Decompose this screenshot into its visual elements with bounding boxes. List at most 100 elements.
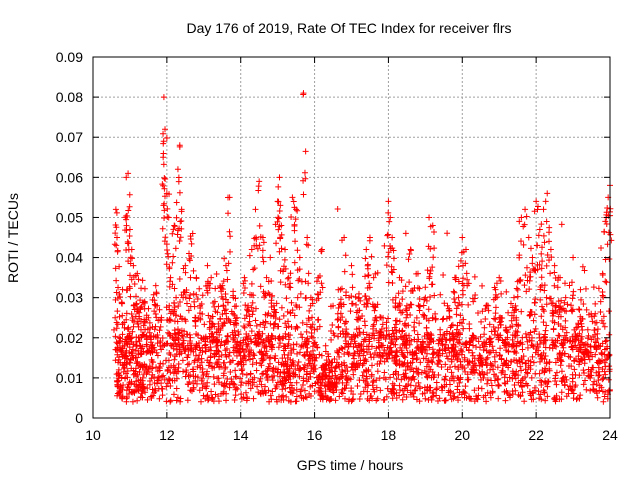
data-point	[287, 398, 294, 405]
data-point	[124, 367, 131, 374]
data-point-cluster	[154, 302, 161, 309]
data-point-cluster	[158, 317, 165, 324]
data-point	[181, 328, 188, 335]
data-point	[145, 365, 152, 372]
data-point	[341, 351, 348, 358]
data-point	[373, 327, 380, 334]
data-point-cluster	[536, 261, 543, 268]
data-point-peak	[208, 274, 215, 281]
data-point-cluster	[537, 283, 544, 290]
data-point-cluster	[591, 327, 598, 334]
y-tick-label: 0.01	[56, 370, 83, 386]
data-point-cluster	[302, 148, 309, 155]
data-point-cluster	[284, 308, 291, 315]
data-point	[575, 306, 582, 313]
data-point	[232, 367, 239, 374]
data-point	[377, 354, 384, 361]
data-point-cluster	[498, 315, 505, 322]
data-point	[231, 303, 238, 310]
data-point	[522, 360, 529, 367]
data-point	[278, 304, 285, 311]
data-point	[277, 279, 284, 286]
data-point	[218, 381, 225, 388]
data-point	[118, 348, 125, 355]
data-point	[331, 382, 338, 389]
data-point-cluster	[130, 354, 137, 361]
data-point	[186, 331, 193, 338]
data-point-cluster	[561, 299, 568, 306]
data-point	[448, 375, 455, 382]
data-point-cluster	[169, 259, 176, 266]
data-point	[506, 374, 513, 381]
data-point	[520, 353, 527, 360]
x-tick-label: 18	[381, 427, 397, 443]
data-point	[425, 306, 432, 313]
data-point	[525, 357, 532, 364]
data-point	[203, 393, 210, 400]
data-point-peak	[156, 306, 163, 313]
data-point-cluster	[327, 303, 334, 310]
data-point	[264, 367, 271, 374]
data-point	[569, 346, 576, 353]
data-point	[402, 283, 409, 290]
data-point-cluster	[476, 355, 483, 362]
data-point	[427, 294, 434, 301]
data-point	[233, 352, 240, 359]
data-point	[364, 388, 371, 395]
data-point	[417, 359, 424, 366]
data-point-cluster	[164, 205, 171, 212]
data-point-peak	[204, 262, 211, 269]
data-point	[168, 362, 175, 369]
data-point-cluster	[328, 327, 335, 334]
data-point	[196, 285, 203, 292]
data-point-cluster	[163, 241, 170, 248]
data-point-peak	[437, 326, 444, 333]
data-point-cluster	[471, 362, 478, 369]
data-point	[339, 379, 346, 386]
data-point	[578, 339, 585, 346]
data-point	[305, 376, 312, 383]
data-point	[341, 359, 348, 366]
data-point	[370, 354, 377, 361]
data-point-cluster	[328, 336, 335, 343]
data-point	[280, 312, 287, 319]
data-point	[421, 367, 428, 374]
data-point	[592, 300, 599, 307]
data-point	[294, 362, 301, 369]
data-point	[543, 294, 550, 301]
data-point-cluster	[465, 301, 472, 308]
y-tick-label: 0	[75, 410, 83, 426]
data-point	[133, 387, 140, 394]
data-point	[541, 287, 548, 294]
data-point-cluster	[223, 267, 230, 274]
data-point	[187, 340, 194, 347]
data-point	[514, 329, 521, 336]
data-point	[381, 369, 388, 376]
data-point-cluster	[283, 295, 290, 302]
data-point	[560, 305, 567, 312]
data-point	[447, 364, 454, 371]
data-point	[541, 389, 548, 396]
data-point-cluster	[156, 327, 163, 334]
data-point-cluster	[160, 161, 167, 168]
data-point	[164, 368, 171, 375]
data-point	[179, 357, 186, 364]
data-point-cluster	[322, 348, 329, 355]
data-point	[357, 342, 364, 349]
data-point	[585, 366, 592, 373]
data-point-peak	[270, 302, 277, 309]
data-point-cluster	[531, 208, 538, 215]
data-point	[599, 340, 606, 347]
data-point	[357, 390, 364, 397]
data-point	[598, 244, 605, 251]
data-point	[594, 326, 601, 333]
data-point	[458, 345, 465, 352]
data-point	[209, 365, 216, 372]
data-point	[126, 359, 133, 366]
data-point	[598, 384, 605, 391]
data-point	[410, 368, 417, 375]
data-point-cluster	[309, 334, 316, 341]
data-point	[296, 373, 303, 380]
data-point	[363, 296, 370, 303]
data-point	[259, 371, 266, 378]
